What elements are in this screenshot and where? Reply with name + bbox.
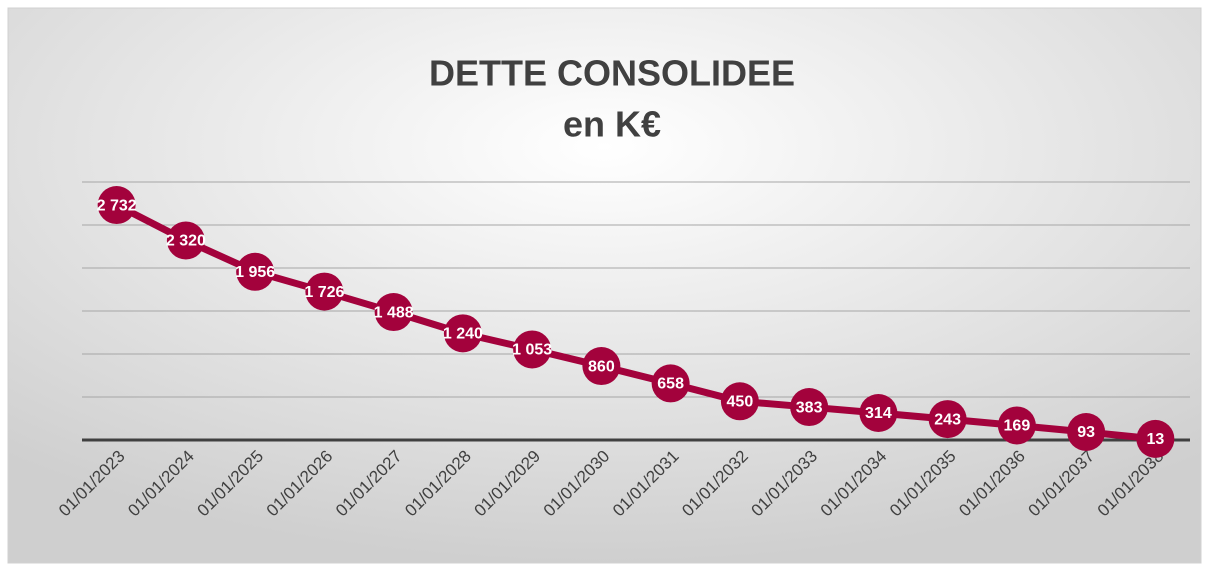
marker xyxy=(1067,413,1106,452)
data-label: 658 xyxy=(657,376,684,393)
data-label: 1 488 xyxy=(374,304,414,321)
data-label: 1 726 xyxy=(304,284,344,301)
chart-title: DETTE CONSOLIDEE xyxy=(429,53,795,94)
marker xyxy=(582,347,621,386)
marker xyxy=(374,293,413,332)
marker xyxy=(790,388,829,427)
marker xyxy=(305,272,344,311)
data-label: 1 956 xyxy=(235,264,275,281)
marker xyxy=(997,406,1036,445)
data-label: 243 xyxy=(934,411,961,428)
data-label: 2 732 xyxy=(97,197,137,214)
chart-subtitle: en K€ xyxy=(563,104,661,145)
data-label: 13 xyxy=(1146,431,1164,448)
marker xyxy=(513,330,552,369)
line xyxy=(115,201,1156,443)
data-label: 169 xyxy=(1004,418,1031,435)
marker xyxy=(236,252,275,291)
marker xyxy=(859,393,898,432)
data-label: 2 320 xyxy=(166,233,206,250)
data-label: 383 xyxy=(796,399,823,416)
data-label: 93 xyxy=(1077,424,1095,441)
marker xyxy=(443,314,482,353)
data-label: 450 xyxy=(727,394,754,411)
chart-background xyxy=(7,7,1202,564)
marker xyxy=(97,186,136,225)
data-label: 1 240 xyxy=(443,326,483,343)
data-label: 860 xyxy=(588,358,615,375)
marker xyxy=(720,382,759,421)
data-label: 314 xyxy=(865,405,892,422)
marker xyxy=(166,221,205,260)
data-label: 1 053 xyxy=(512,342,552,359)
marker xyxy=(928,400,967,439)
marker xyxy=(1136,419,1175,458)
marker xyxy=(651,364,690,403)
